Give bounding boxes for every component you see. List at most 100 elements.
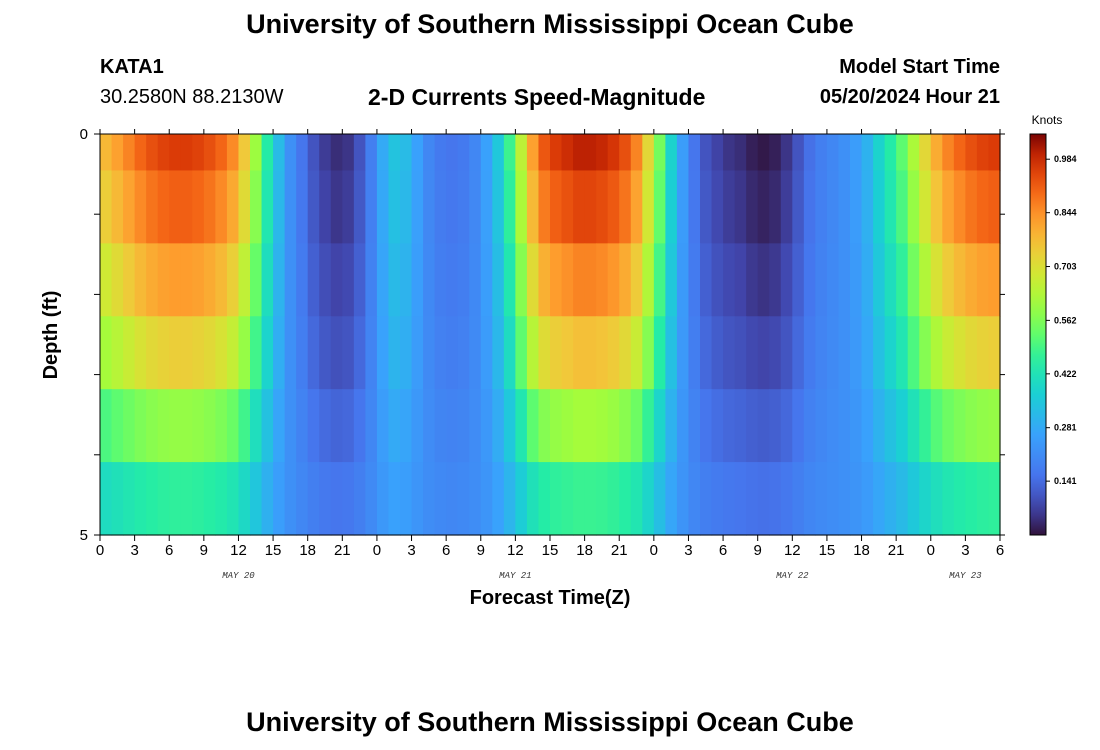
colorbar-tick-label: 0.422 [1054, 369, 1077, 379]
heatmap-cell [826, 316, 840, 390]
heatmap-cell [838, 134, 851, 172]
heatmap-cell [861, 243, 874, 317]
colorbar-title: Knots [1032, 113, 1063, 127]
heatmap-cell [642, 316, 655, 390]
heatmap-cell [988, 243, 1001, 317]
heatmap-cell [780, 462, 793, 536]
heatmap-cell [273, 389, 286, 463]
heatmap-cell [815, 170, 828, 244]
heatmap-cell [330, 243, 343, 317]
x-tick-label: 12 [507, 542, 524, 559]
heatmap-cell [711, 389, 724, 463]
heatmap-cell [180, 389, 193, 463]
heatmap-cell [284, 134, 297, 172]
heatmap-cell [215, 462, 228, 536]
heatmap-cell [169, 389, 182, 463]
heatmap-cell [873, 170, 886, 244]
heatmap-cell [411, 134, 424, 172]
heatmap-cell [861, 170, 874, 244]
heatmap-cell [319, 462, 332, 536]
y-axis: 05 [80, 126, 1005, 544]
heatmap-cell [319, 134, 332, 172]
heatmap-cell [976, 170, 990, 244]
heatmap-cell [596, 134, 609, 172]
heatmap-cell [492, 243, 505, 317]
heatmap-cell [134, 170, 147, 244]
x-tick-label: 0 [927, 542, 935, 559]
heatmap-cell [146, 389, 159, 463]
page-title: University of Southern Mississippi Ocean… [246, 9, 854, 39]
heatmap-cell [411, 462, 424, 536]
heatmap-cell [619, 243, 632, 317]
heatmap-cell [192, 170, 205, 244]
heatmap-cell [711, 462, 724, 536]
heatmap-cell [550, 134, 563, 172]
day-label: MAY 20 [222, 571, 255, 581]
heatmap-cell [573, 316, 586, 390]
heatmap-cell [734, 389, 747, 463]
heatmap-cell [342, 243, 355, 317]
heatmap-cell [238, 134, 251, 172]
heatmap-cell [330, 389, 343, 463]
heatmap-cell [492, 462, 505, 536]
heatmap-cell [457, 389, 470, 463]
heatmap-cell [180, 170, 193, 244]
heatmap-cell [284, 389, 297, 463]
heatmap-cell [965, 243, 978, 317]
heatmap-cell [584, 134, 597, 172]
heatmap-cell [584, 389, 597, 463]
heatmap-cell [607, 170, 620, 244]
heatmap-cell [803, 243, 816, 317]
heatmap-cell [826, 389, 840, 463]
heatmap-cell [896, 134, 909, 172]
heatmap-cell [423, 462, 436, 536]
heatmap-cell [711, 170, 724, 244]
heatmap-cell [146, 316, 159, 390]
heatmap-cell [538, 316, 551, 390]
footer-title: University of Southern Mississippi Ocean… [246, 707, 854, 737]
heatmap-cell [861, 316, 874, 390]
heatmap-cell [930, 316, 943, 390]
heatmap-cell [203, 170, 216, 244]
heatmap-cell [192, 462, 205, 536]
colorbar-tick-label: 0.141 [1054, 476, 1077, 486]
y-tick-label: 0 [80, 126, 88, 143]
heatmap-cell [492, 170, 505, 244]
heatmap-cell [215, 316, 228, 390]
heatmap-cell [238, 170, 251, 244]
heatmap-cell [815, 462, 828, 536]
heatmap-cell [850, 316, 863, 390]
heatmap-cell [111, 316, 124, 390]
heatmap-cell [307, 134, 320, 172]
x-tick-label: 6 [165, 542, 173, 559]
heatmap-cell [457, 316, 470, 390]
heatmap-cell [423, 170, 436, 244]
x-tick-label: 9 [754, 542, 762, 559]
heatmap-cell [446, 389, 459, 463]
heatmap-cell [561, 389, 574, 463]
heatmap-cell [919, 462, 932, 536]
heatmap-cell [157, 462, 170, 536]
heatmap-cell [226, 462, 240, 536]
heatmap-cell [930, 462, 943, 536]
heatmap-cell [803, 170, 816, 244]
heatmap-cell [665, 389, 678, 463]
heatmap-cell [884, 462, 897, 536]
heatmap-cell [100, 389, 113, 463]
heatmap-cell [746, 134, 759, 172]
x-tick-label: 9 [200, 542, 208, 559]
heatmap-cell [826, 243, 840, 317]
heatmap-cell [688, 389, 701, 463]
heatmap-cell [400, 389, 413, 463]
x-tick-label: 6 [996, 542, 1004, 559]
heatmap-cell [896, 462, 909, 536]
heatmap-cell [757, 389, 770, 463]
heatmap-cell [526, 316, 540, 390]
heatmap-cell [100, 134, 113, 172]
heatmap-cell [723, 316, 736, 390]
heatmap-cell [826, 134, 840, 172]
heatmap-cell [723, 170, 736, 244]
heatmap-cell [123, 134, 136, 172]
heatmap-cell [619, 389, 632, 463]
heatmap-cell [550, 243, 563, 317]
